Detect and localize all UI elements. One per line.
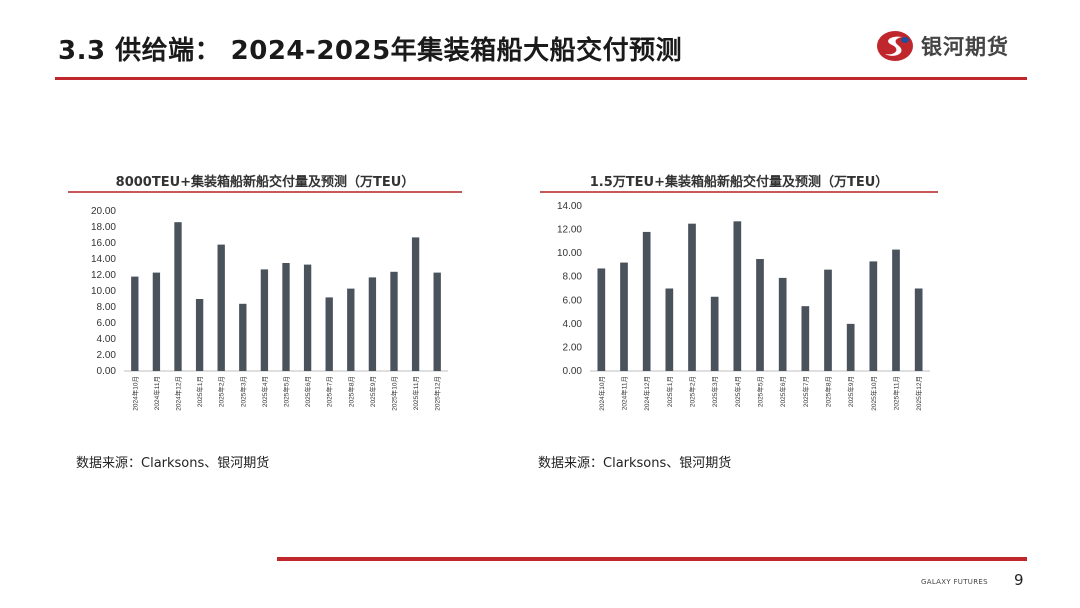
- y-tick-label: 4.00: [97, 334, 117, 345]
- y-tick-label: 8.00: [563, 272, 583, 283]
- chart-1-title-rule: [68, 191, 462, 193]
- y-tick-label: 2.00: [563, 342, 583, 353]
- y-tick-label: 0.00: [563, 366, 583, 377]
- y-tick-label: 6.00: [97, 318, 117, 329]
- x-tick-label: 2025年8月: [824, 376, 833, 407]
- bar-7: [733, 221, 742, 371]
- x-tick-label: 2025年8月: [346, 376, 355, 407]
- chart-2-source: 数据来源：Clarksons、银河期货: [538, 456, 732, 471]
- y-tick-label: 4.00: [563, 319, 583, 330]
- bar-3: [642, 231, 651, 371]
- x-tick-label: 2024年12月: [642, 376, 651, 411]
- bar-12: [368, 277, 377, 371]
- chart-1-title: 8000TEU+集装箱船新船交付量及预测（万TEU）: [115, 175, 415, 190]
- x-tick-label: 2025年11月: [892, 376, 901, 410]
- x-tick-label: 2025年6月: [778, 376, 787, 407]
- bar-5: [217, 244, 225, 371]
- galaxy-logo-icon: [877, 31, 913, 61]
- bar-15: [914, 288, 923, 371]
- x-tick-label: 2025年9月: [368, 376, 377, 407]
- x-tick-label: 2025年1月: [195, 376, 204, 407]
- bar-4: [665, 288, 674, 371]
- x-tick-label: 2025年2月: [688, 376, 697, 407]
- bar-1: [597, 268, 606, 371]
- x-tick-label: 2025年4月: [733, 376, 742, 407]
- x-tick-label: 2025年5月: [756, 376, 765, 407]
- x-tick-label: 2024年12月: [174, 376, 183, 411]
- page-number: 9: [1014, 571, 1024, 589]
- x-tick-label: 2025年1月: [665, 376, 674, 407]
- bar-6: [239, 303, 247, 371]
- y-tick-label: 14.00: [557, 201, 582, 212]
- x-tick-label: 2025年5月: [282, 376, 291, 407]
- x-tick-label: 2025年3月: [710, 376, 719, 407]
- bar-14: [892, 249, 900, 371]
- x-tick-label: 2025年11月: [411, 376, 420, 410]
- x-tick-label: 2024年10月: [130, 376, 139, 411]
- y-tick-label: 12.00: [557, 225, 582, 236]
- chart-2-title: 1.5万TEU+集装箱船新船交付量及预测（万TEU）: [589, 175, 889, 190]
- bar-8: [756, 259, 764, 371]
- x-tick-label: 2024年11月: [152, 376, 161, 410]
- y-tick-label: 12.00: [91, 270, 116, 281]
- y-tick-label: 16.00: [91, 238, 116, 249]
- bar-10: [801, 306, 810, 371]
- bar-12: [846, 323, 855, 371]
- bar-3: [174, 222, 182, 371]
- x-tick-label: 2025年7月: [325, 376, 334, 407]
- bar-9: [303, 264, 312, 371]
- bar-11: [347, 288, 355, 371]
- x-tick-label: 2025年3月: [238, 376, 247, 407]
- footer-divider: [277, 557, 1027, 561]
- x-tick-label: 2024年11月: [620, 376, 629, 410]
- x-tick-label: 2025年2月: [217, 376, 226, 407]
- x-tick-label: 2025年10月: [390, 376, 399, 411]
- x-tick-label: 2025年12月: [914, 376, 923, 411]
- y-tick-label: 14.00: [91, 254, 116, 265]
- y-tick-label: 10.00: [91, 286, 116, 297]
- y-tick-label: 18.00: [91, 222, 116, 233]
- bar-11: [824, 269, 832, 371]
- x-tick-label: 2024年10月: [597, 376, 606, 411]
- bar-13: [869, 261, 878, 371]
- y-tick-label: 6.00: [563, 295, 583, 306]
- x-tick-label: 2025年9月: [846, 376, 855, 407]
- bar-7: [260, 269, 269, 371]
- chart-1-source: 数据来源：Clarksons、银河期货: [76, 456, 270, 471]
- bar-14: [411, 237, 420, 371]
- slide-title: 3.3 供给端： 2024-2025年集装箱船大船交付预测: [58, 36, 683, 66]
- y-tick-label: 8.00: [97, 302, 117, 313]
- y-tick-label: 20.00: [91, 206, 116, 217]
- chart-1-plot: 0.00 2.00 4.00 6.00 8.00 10.00 12.00 14.00 16.00…: [91, 206, 448, 411]
- bar-2: [620, 262, 628, 371]
- bar-6: [710, 296, 719, 371]
- chart-2-plot: 0.00 2.00 4.00 6.00 8.00 10.00 12.00 14.00 2024年…: [557, 201, 930, 411]
- bar-8: [282, 263, 290, 371]
- x-tick-label: 2025年6月: [303, 376, 312, 407]
- logo-text: 银河期货: [921, 35, 1009, 59]
- x-tick-label: 2025年12月: [433, 376, 442, 411]
- bar-1: [131, 276, 139, 371]
- bar-5: [688, 223, 696, 371]
- bar-2: [152, 272, 161, 371]
- footer-brand: GALAXY FUTURES: [921, 578, 988, 586]
- bar-4: [195, 299, 204, 371]
- x-tick-label: 2025年10月: [869, 376, 878, 411]
- bar-9: [778, 277, 787, 371]
- chart-2-title-rule: [540, 191, 938, 193]
- brand-logo: 银河期货: [875, 29, 1009, 63]
- x-tick-label: 2025年4月: [260, 376, 269, 407]
- y-tick-label: 0.00: [97, 366, 117, 377]
- bar-10: [325, 297, 333, 371]
- title-divider: [55, 77, 1027, 80]
- bar-13: [390, 271, 398, 371]
- x-tick-label: 2025年7月: [801, 376, 810, 407]
- y-tick-label: 2.00: [97, 350, 117, 361]
- bar-15: [433, 272, 441, 371]
- y-tick-label: 10.00: [557, 248, 582, 259]
